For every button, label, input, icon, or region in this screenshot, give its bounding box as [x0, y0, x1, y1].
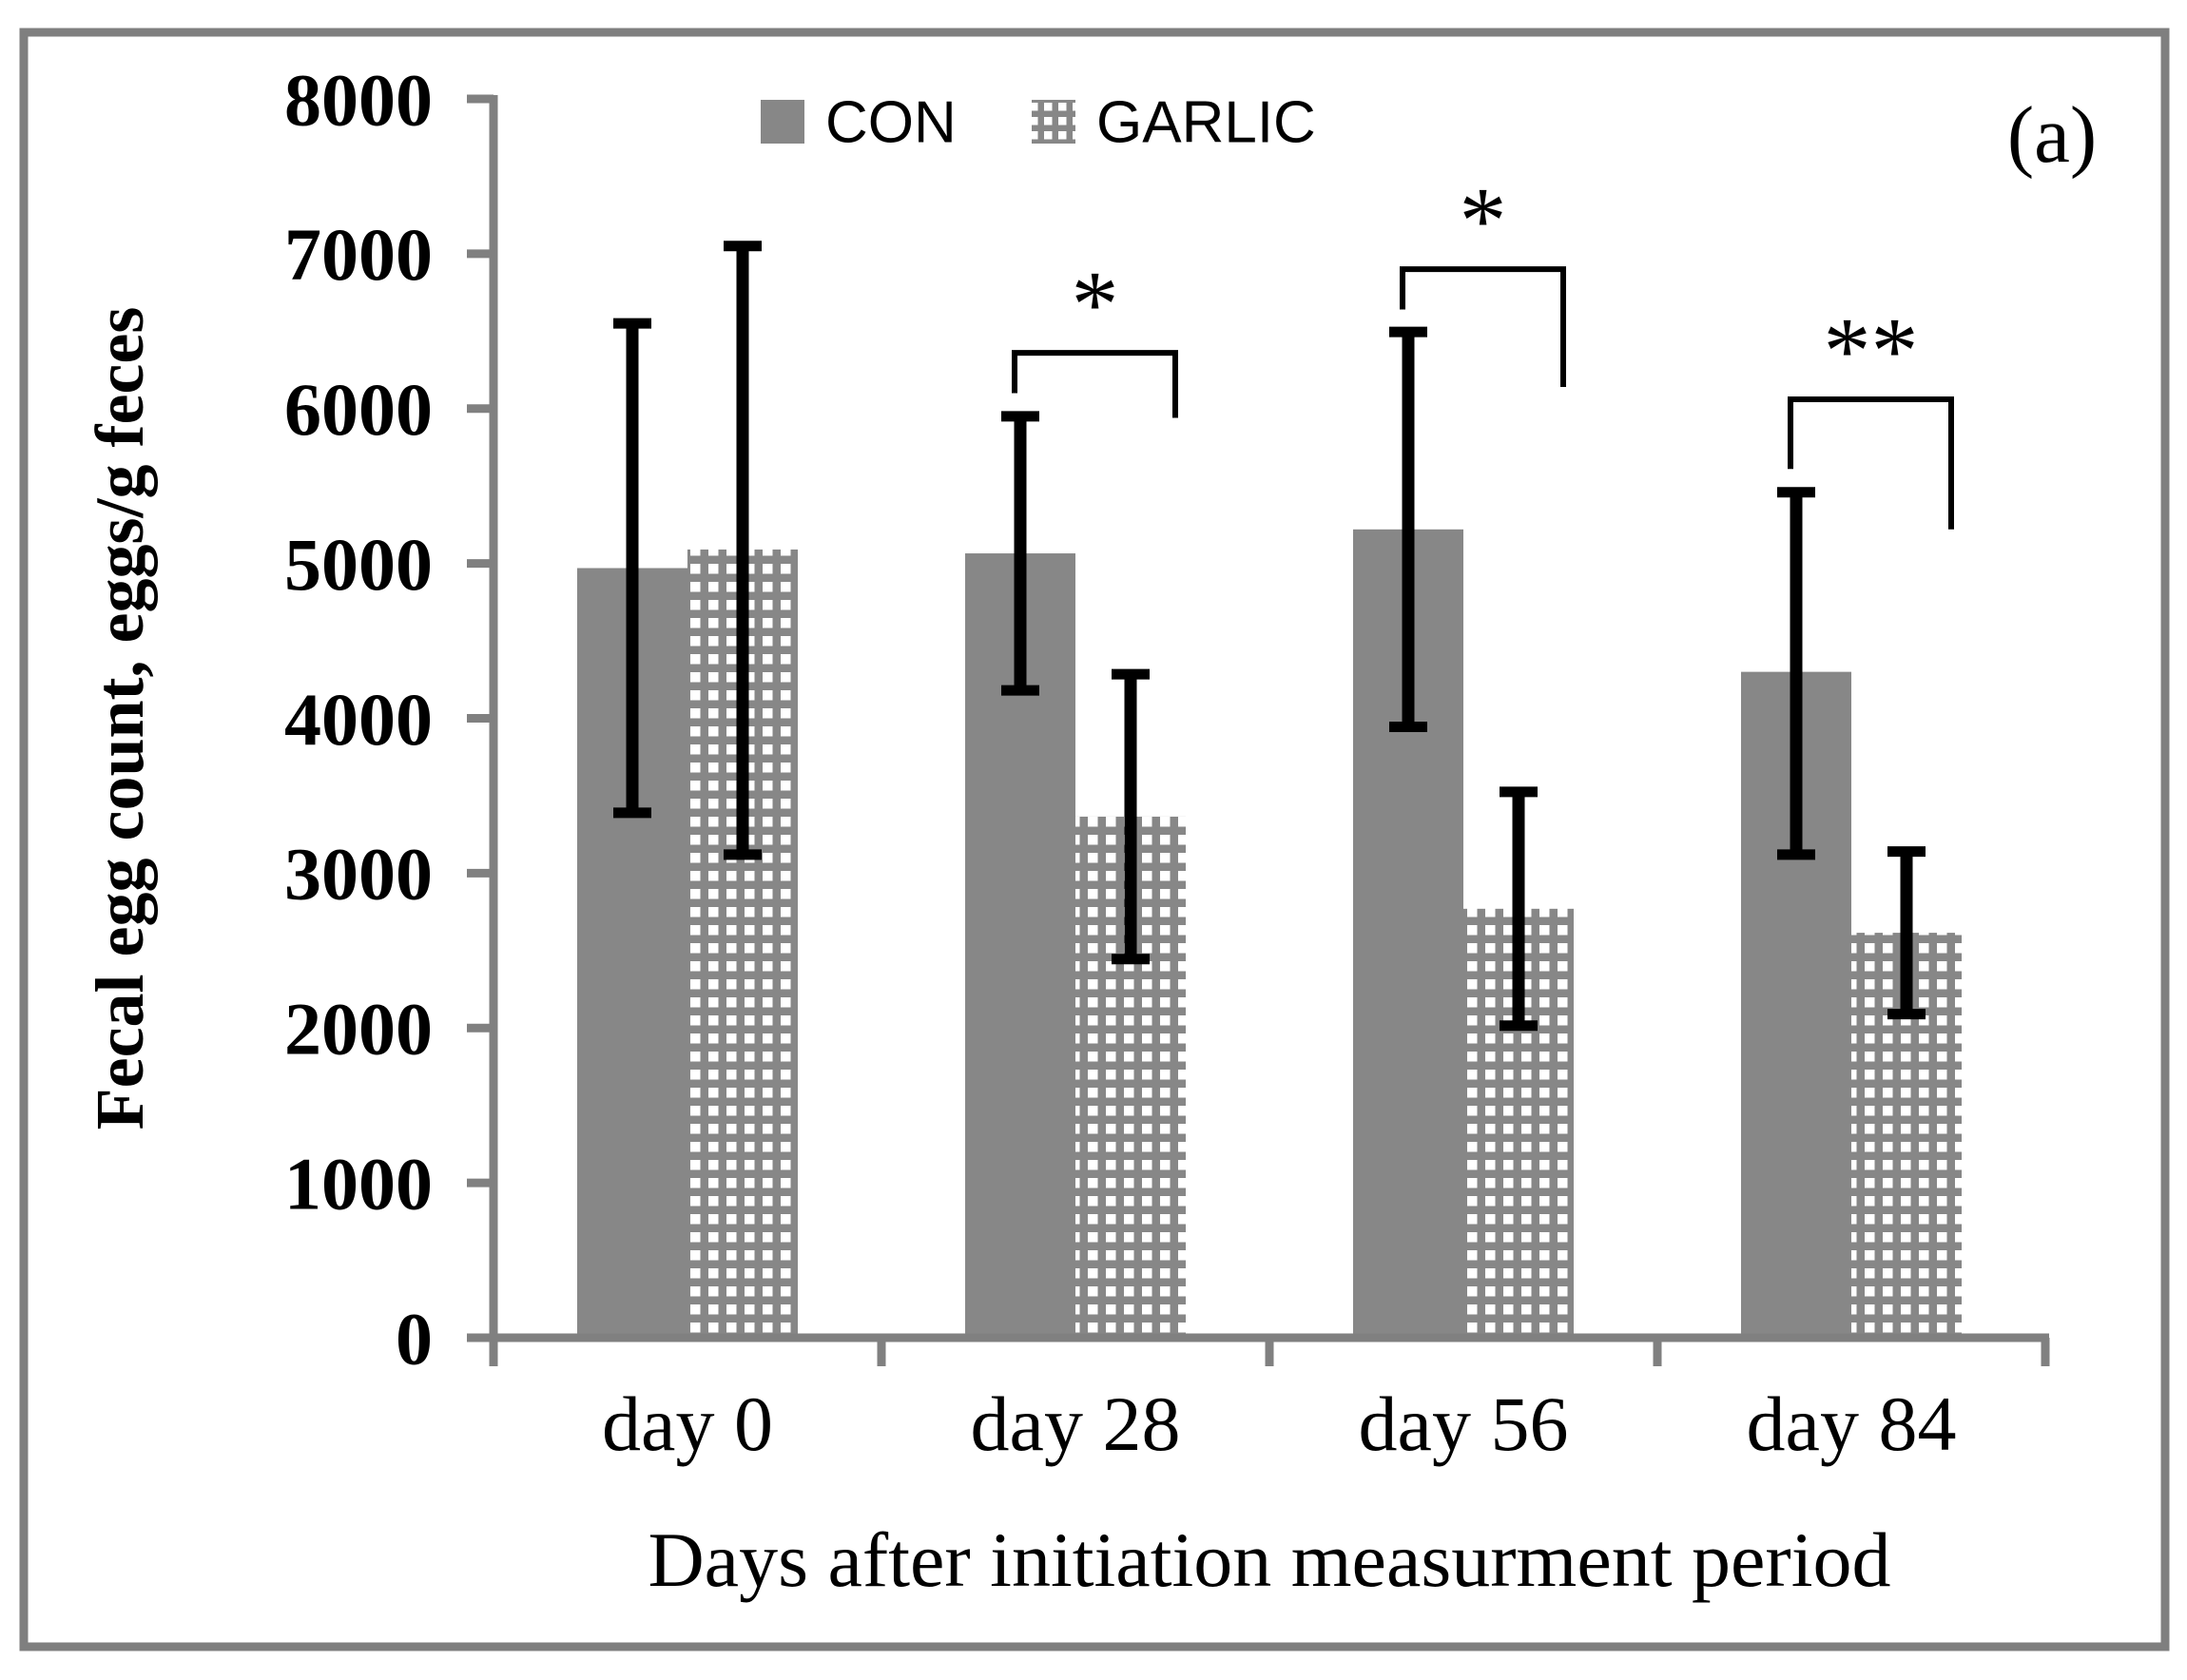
significance-label: *: [1072, 251, 1119, 357]
x-category-label: day 56: [1359, 1381, 1569, 1467]
y-tick-label: 8000: [284, 58, 433, 141]
panel-label: (a): [2007, 90, 2097, 180]
y-tick-label: 7000: [284, 213, 433, 296]
x-category-label: day 28: [971, 1381, 1181, 1467]
y-tick-label: 6000: [284, 368, 433, 451]
legend-swatch-garlic: [1032, 100, 1075, 144]
y-tick-label: 5000: [284, 523, 433, 606]
significance-bracket: [1400, 266, 1566, 387]
y-tick-label: 0: [396, 1297, 433, 1380]
y-tick-label: 3000: [284, 833, 433, 916]
significance-bracket: [1788, 396, 1954, 530]
x-axis-title: Days after initiation measurment period: [648, 1516, 1890, 1603]
x-category-label: day 0: [602, 1381, 773, 1467]
figure-border: [19, 28, 2170, 1651]
legend-label-garlic: GARLIC: [1096, 90, 1316, 156]
y-axis-title: Fecal egg count, eggs/g feces: [82, 307, 158, 1130]
y-tick-label: 2000: [284, 988, 433, 1071]
legend-label-con: CON: [825, 90, 957, 156]
legend-swatch-con: [761, 100, 804, 144]
significance-label: *: [1460, 167, 1507, 273]
significance-label: **: [1824, 298, 1919, 403]
y-tick-label: 1000: [284, 1142, 433, 1225]
y-tick-label: 4000: [284, 678, 433, 761]
x-category-label: day 84: [1747, 1381, 1957, 1467]
significance-bracket: [1012, 350, 1178, 418]
